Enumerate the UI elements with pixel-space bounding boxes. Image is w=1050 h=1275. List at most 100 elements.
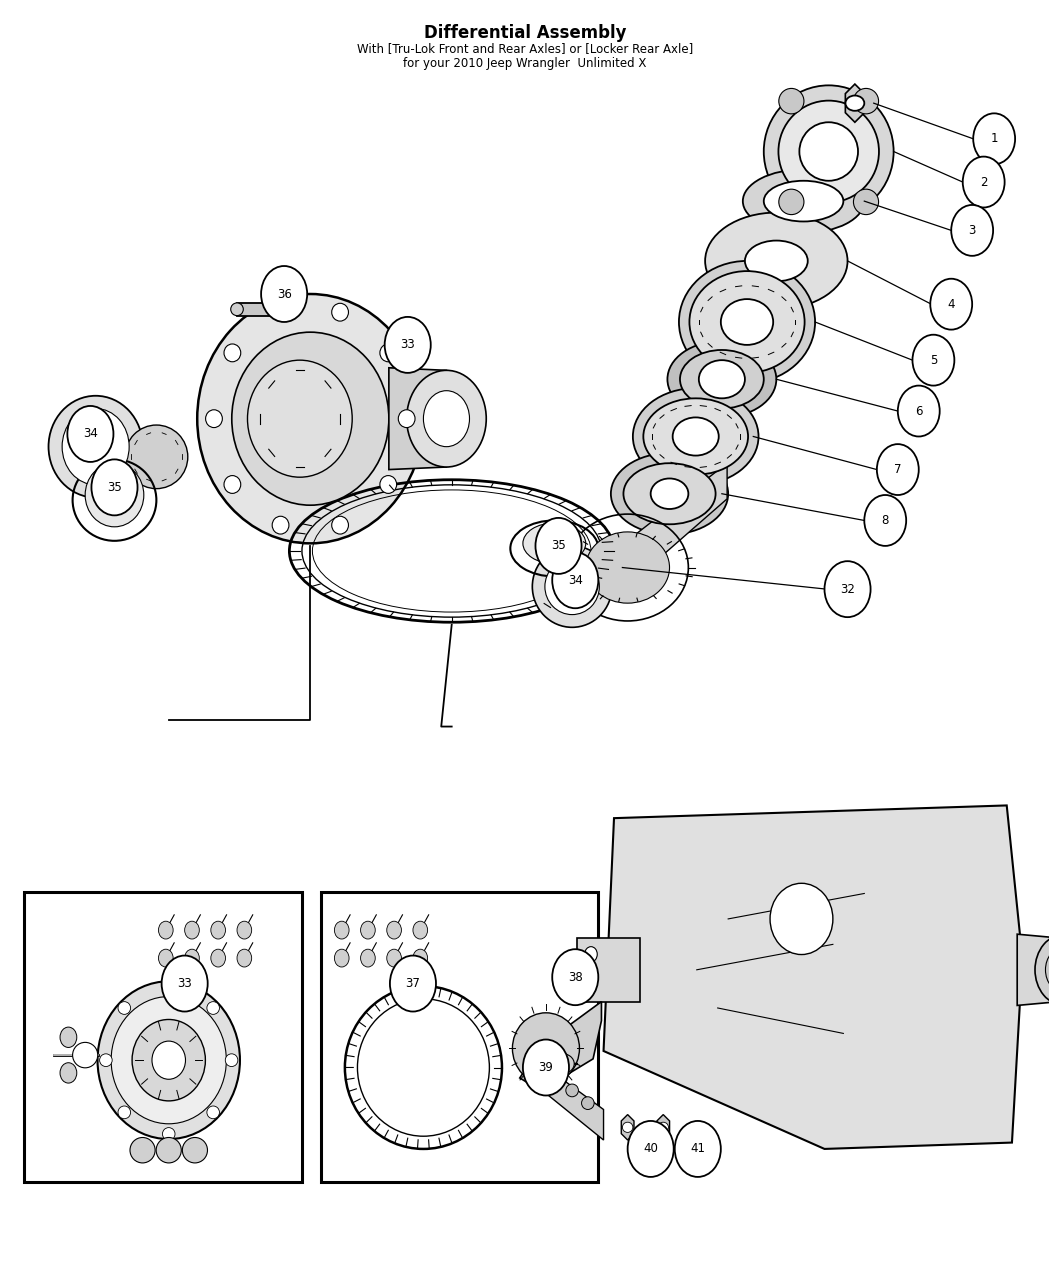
Ellipse shape	[163, 980, 175, 993]
Ellipse shape	[566, 1084, 579, 1096]
Bar	[237, 303, 277, 316]
Ellipse shape	[680, 349, 763, 408]
Ellipse shape	[413, 922, 427, 938]
Ellipse shape	[512, 1012, 580, 1084]
Ellipse shape	[550, 1071, 563, 1084]
Text: for your 2010 Jeep Wrangler  Unlimited X: for your 2010 Jeep Wrangler Unlimited X	[403, 57, 647, 70]
Ellipse shape	[742, 170, 864, 233]
Ellipse shape	[406, 370, 486, 467]
Text: 1: 1	[990, 133, 998, 145]
Ellipse shape	[226, 1054, 238, 1067]
Ellipse shape	[360, 922, 375, 938]
Ellipse shape	[398, 409, 415, 427]
Ellipse shape	[623, 1122, 633, 1132]
Ellipse shape	[690, 272, 804, 372]
Circle shape	[628, 1121, 674, 1177]
Ellipse shape	[231, 303, 244, 316]
Ellipse shape	[673, 417, 719, 455]
Ellipse shape	[845, 96, 864, 111]
Text: 33: 33	[177, 977, 192, 991]
Ellipse shape	[72, 1043, 98, 1068]
Ellipse shape	[132, 1020, 206, 1100]
Circle shape	[261, 266, 308, 323]
Polygon shape	[845, 84, 864, 122]
Text: 3: 3	[968, 224, 975, 237]
Text: 2: 2	[980, 176, 987, 189]
Text: 38: 38	[568, 970, 583, 984]
Ellipse shape	[185, 922, 200, 938]
Ellipse shape	[386, 949, 401, 966]
Ellipse shape	[207, 1105, 219, 1118]
Ellipse shape	[744, 241, 807, 282]
Text: 35: 35	[107, 481, 122, 493]
Ellipse shape	[183, 1137, 208, 1163]
Text: 6: 6	[915, 404, 923, 417]
Text: 32: 32	[840, 583, 855, 595]
Ellipse shape	[272, 303, 289, 321]
Ellipse shape	[237, 922, 252, 938]
Text: 34: 34	[568, 574, 583, 586]
Ellipse shape	[644, 398, 748, 474]
Ellipse shape	[360, 949, 375, 966]
Text: 36: 36	[277, 287, 292, 301]
Ellipse shape	[211, 922, 226, 938]
Text: 40: 40	[644, 1142, 658, 1155]
Ellipse shape	[586, 532, 670, 603]
Ellipse shape	[60, 1028, 77, 1048]
Text: 33: 33	[400, 338, 415, 352]
Ellipse shape	[62, 408, 129, 484]
Text: Differential Assembly: Differential Assembly	[424, 24, 626, 42]
Ellipse shape	[1046, 947, 1050, 993]
Ellipse shape	[232, 333, 388, 505]
Ellipse shape	[237, 949, 252, 966]
Text: 7: 7	[894, 463, 902, 476]
Circle shape	[912, 335, 954, 385]
Ellipse shape	[118, 1002, 130, 1015]
Ellipse shape	[699, 360, 744, 398]
Ellipse shape	[98, 982, 240, 1139]
Circle shape	[67, 405, 113, 462]
Ellipse shape	[334, 949, 349, 966]
Ellipse shape	[185, 949, 200, 966]
Ellipse shape	[585, 946, 597, 961]
Circle shape	[963, 157, 1005, 208]
Circle shape	[523, 1039, 569, 1095]
Ellipse shape	[706, 213, 847, 310]
Ellipse shape	[85, 463, 144, 527]
Circle shape	[162, 955, 208, 1011]
Ellipse shape	[854, 189, 879, 214]
Ellipse shape	[272, 516, 289, 534]
Ellipse shape	[763, 85, 894, 218]
Ellipse shape	[549, 1053, 574, 1074]
Ellipse shape	[332, 516, 349, 534]
Text: 35: 35	[551, 539, 566, 552]
Circle shape	[536, 518, 582, 574]
Text: 34: 34	[83, 427, 98, 440]
Circle shape	[864, 495, 906, 546]
Ellipse shape	[679, 261, 815, 382]
Circle shape	[552, 949, 598, 1005]
Ellipse shape	[224, 476, 240, 493]
Ellipse shape	[763, 181, 843, 222]
Ellipse shape	[624, 463, 716, 524]
Ellipse shape	[633, 388, 758, 484]
Ellipse shape	[611, 453, 728, 534]
Circle shape	[91, 459, 138, 515]
Ellipse shape	[582, 1096, 594, 1109]
Ellipse shape	[60, 1063, 77, 1082]
Text: 5: 5	[929, 353, 937, 367]
Ellipse shape	[770, 884, 833, 955]
Circle shape	[973, 113, 1015, 164]
Text: 37: 37	[405, 977, 420, 991]
Circle shape	[898, 385, 940, 436]
Text: 41: 41	[690, 1142, 706, 1155]
Ellipse shape	[125, 425, 188, 488]
Text: 8: 8	[882, 514, 889, 527]
Ellipse shape	[799, 122, 858, 181]
Bar	[321, 892, 598, 1182]
Circle shape	[552, 552, 598, 608]
Ellipse shape	[159, 922, 173, 938]
Ellipse shape	[163, 1127, 175, 1140]
Ellipse shape	[779, 189, 804, 214]
Circle shape	[930, 279, 972, 330]
